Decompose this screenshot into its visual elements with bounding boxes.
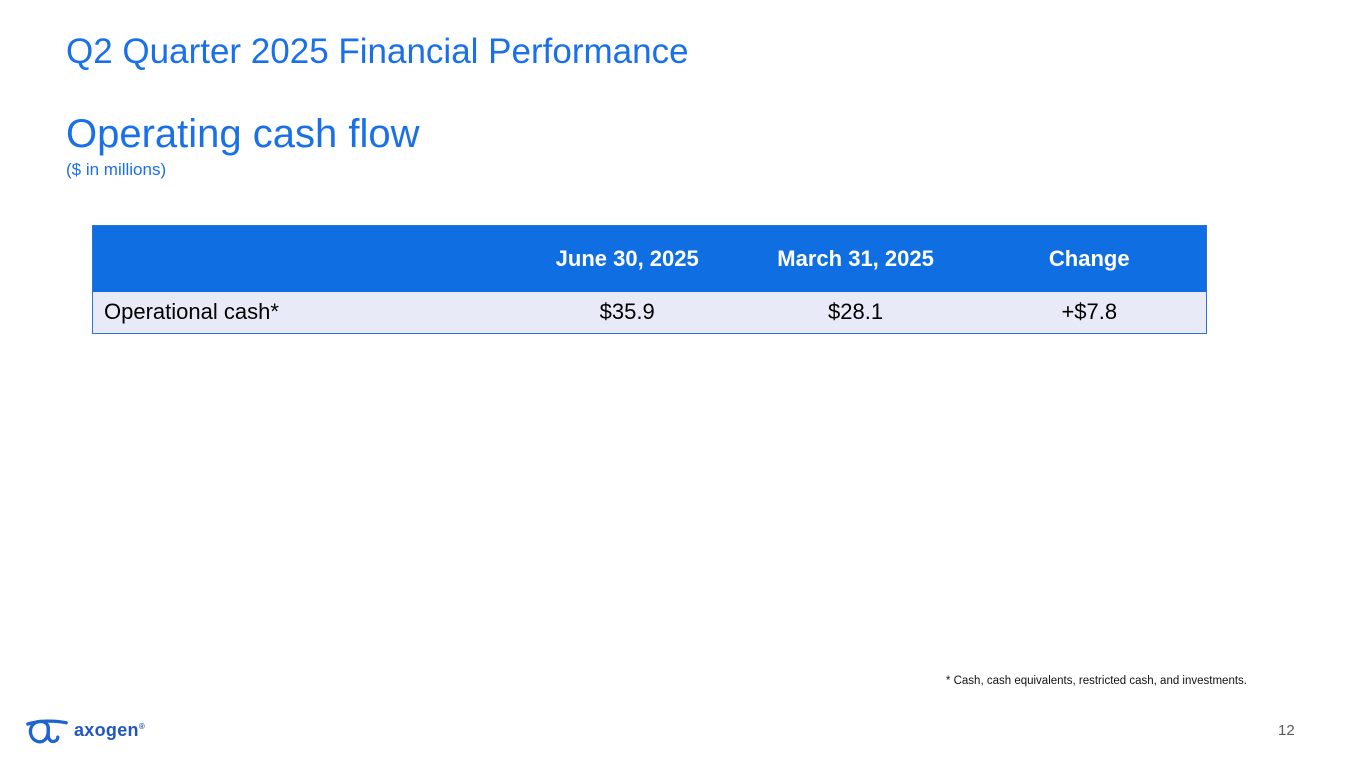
- value-june: $35.9: [515, 291, 739, 334]
- value-change: +$7.8: [972, 291, 1207, 334]
- slide-subtitle: Operating cash flow: [66, 112, 420, 156]
- table-header-march: March 31, 2025: [738, 225, 973, 292]
- value-march: $28.1: [738, 291, 973, 334]
- slide-title: Q2 Quarter 2025 Financial Performance: [66, 32, 689, 71]
- operating-cash-flow-table: June 30, 2025 March 31, 2025 Change Oper…: [92, 225, 1207, 334]
- axogen-logo: axogen®: [26, 712, 145, 748]
- table-row: Operational cash* $35.9 $28.1 +$7.8: [92, 291, 1207, 334]
- page-number: 12: [1278, 722, 1295, 739]
- table-header-blank: [92, 225, 516, 292]
- unit-note: ($ in millions): [66, 160, 167, 179]
- table-header-june: June 30, 2025: [515, 225, 739, 292]
- row-label-operational-cash: Operational cash*: [92, 291, 516, 334]
- footnote: * Cash, cash equivalents, restricted cas…: [945, 675, 1247, 687]
- axogen-logo-wordmark: axogen®: [74, 720, 146, 740]
- table-header-row: June 30, 2025 March 31, 2025 Change: [92, 225, 1207, 292]
- table-header-change: Change: [972, 225, 1207, 292]
- registered-trademark-symbol: ®: [138, 722, 146, 731]
- axogen-logo-icon: [26, 719, 68, 744]
